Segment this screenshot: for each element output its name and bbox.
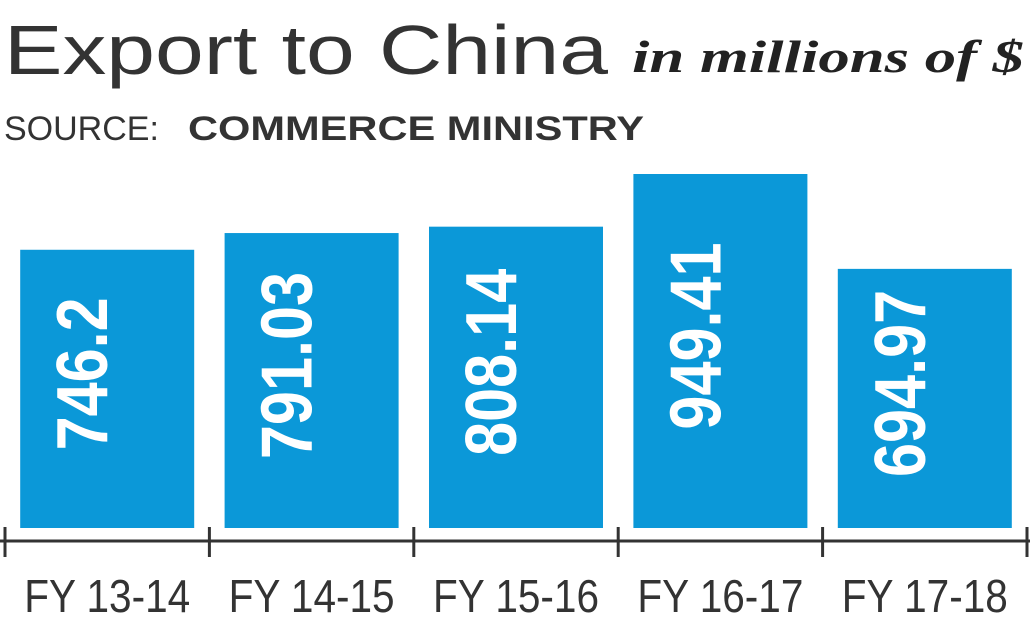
bar [633,174,808,528]
x-tick-label: FY 16-17 [637,570,803,620]
value-label: 791.03 [248,272,328,459]
source-label: SOURCE: [4,110,159,148]
chart-subtitle: in millions of $ [632,31,1024,82]
source: COMMERCE MINISTRY [188,110,644,148]
value-label: 949.41 [657,242,737,429]
x-tick-label: FY 13-14 [24,570,190,620]
x-tick-label: FY 14-15 [229,570,395,620]
bar [224,233,399,528]
x-tick-label: FY 17-18 [842,570,1008,620]
bar [429,226,603,528]
bar [20,249,195,528]
x-tick-label: FY 15-16 [433,570,599,620]
value-label: 694.97 [861,290,941,477]
bar [837,268,1012,528]
value-label: 746.2 [44,297,124,450]
value-label: 808.14 [452,269,532,456]
chart-title: Export to China [4,11,608,89]
